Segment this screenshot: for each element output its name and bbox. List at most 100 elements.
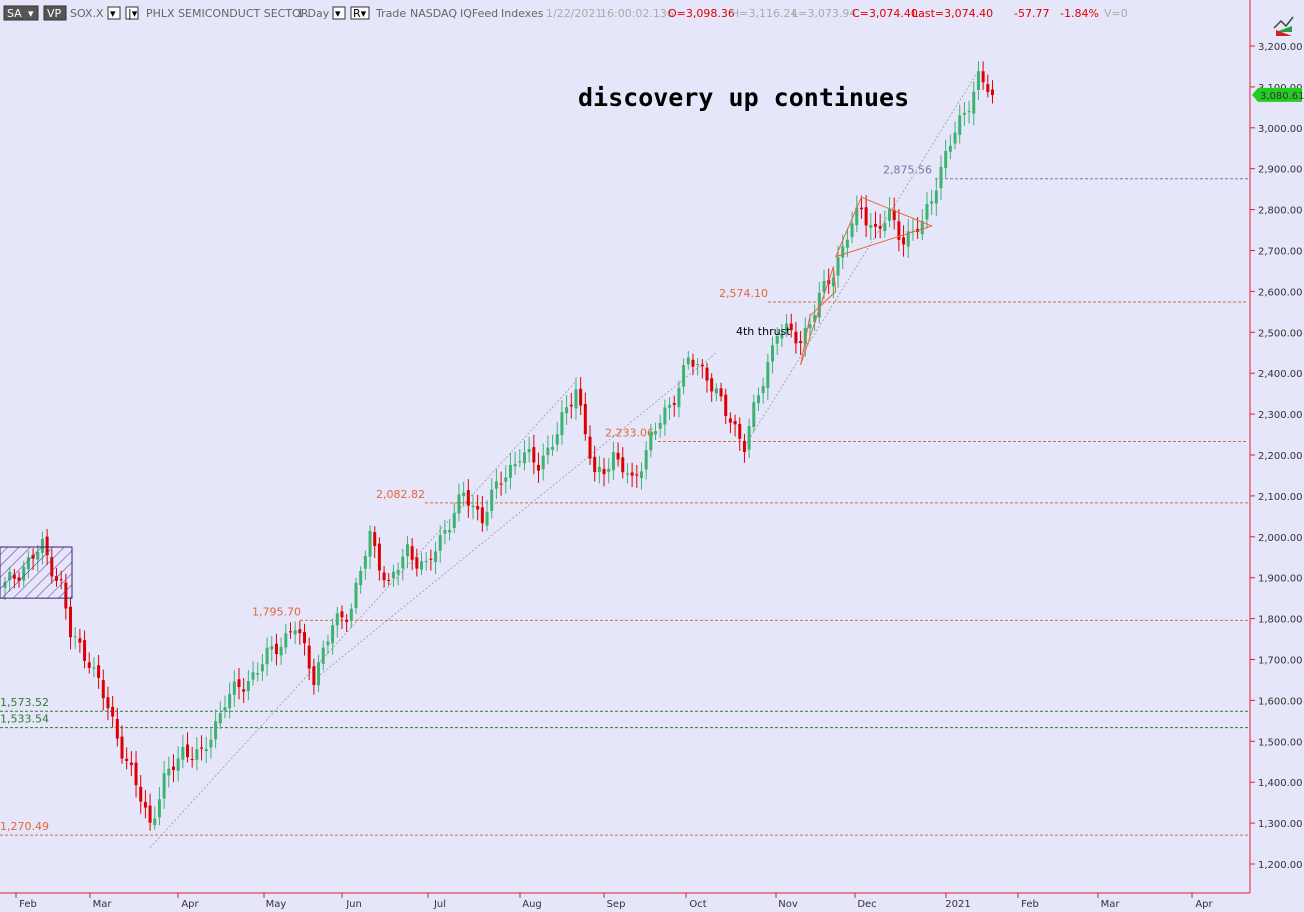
candle-body: [83, 640, 87, 661]
candle-body: [298, 629, 302, 634]
vp-button-label: VP: [47, 7, 62, 20]
time-tick-label: 2021: [945, 899, 970, 910]
candle-body: [195, 749, 199, 760]
candle-body: [565, 407, 569, 414]
candle-body: [691, 359, 695, 367]
interval-dropdown[interactable]: [332, 6, 346, 20]
candle-body: [630, 472, 634, 476]
sa-button-label: SA: [7, 7, 22, 20]
candle-body: [953, 132, 957, 144]
candle-body: [462, 492, 466, 497]
symbol-menu-icon: |▾: [128, 7, 138, 20]
time-tick-label: Aug: [522, 899, 542, 910]
price-tick-label: 2,800.00: [1258, 206, 1303, 217]
symbol-label[interactable]: SOX.X: [70, 7, 104, 20]
quote-date: 1/22/2021: [546, 7, 602, 20]
candle-body: [111, 706, 115, 717]
interval-label[interactable]: 1 Day: [297, 7, 330, 20]
candle-body: [696, 364, 700, 366]
candle-body: [157, 799, 161, 818]
sa-button[interactable]: [3, 5, 39, 21]
candle-body: [639, 471, 643, 478]
candle-body: [101, 680, 105, 699]
candle-body: [831, 277, 835, 287]
time-tick-label: Mar: [93, 899, 113, 910]
candle-body: [204, 748, 208, 752]
candle-body: [223, 707, 227, 711]
candle-body: [686, 357, 690, 365]
candle-body: [925, 203, 929, 220]
candle-body: [579, 388, 583, 406]
interval-chevron-down-icon: ▾: [335, 7, 341, 20]
candle-body: [841, 246, 845, 258]
source-nasdaq: NASDAQ: [410, 7, 457, 20]
candle-body: [171, 766, 175, 771]
level-label: 2,233.06: [605, 426, 654, 439]
time-tick-label: Sep: [607, 899, 626, 910]
symbol-dropdown[interactable]: [107, 6, 121, 20]
candle-body: [321, 647, 325, 664]
candle-body: [214, 721, 218, 740]
candle-body: [92, 667, 96, 669]
candle-body: [574, 389, 578, 409]
candle-body: [284, 633, 288, 648]
candle-body: [864, 207, 868, 226]
candle-body: [668, 404, 672, 408]
candle-body: [40, 538, 44, 553]
candle-body: [448, 529, 452, 533]
price-tick-label: 2,500.00: [1258, 328, 1303, 339]
pennant-triangle: [834, 196, 934, 258]
candle-body: [410, 546, 414, 560]
candle-body: [532, 447, 536, 463]
symbol-menu-button[interactable]: [125, 6, 139, 20]
candle-body: [817, 292, 821, 318]
candle-body: [976, 71, 980, 90]
time-tick-label: May: [266, 899, 287, 910]
candles: [3, 61, 994, 831]
time-tick-label: Nov: [778, 899, 798, 910]
candle-body: [434, 551, 438, 563]
trend-line: [313, 352, 717, 681]
candle-body: [274, 643, 278, 654]
quote-change: -57.77: [1014, 7, 1049, 20]
quote-volume: V=0: [1104, 7, 1128, 20]
candle-body: [228, 693, 232, 709]
pattern-overlays: [0, 196, 934, 599]
candle-body: [246, 681, 250, 692]
candle-body: [654, 431, 658, 435]
candle-body: [405, 544, 409, 557]
level-label: 1,533.54: [0, 713, 49, 726]
time-tick-label: Jun: [345, 899, 362, 910]
price-tick-label: 2,600.00: [1258, 287, 1303, 298]
candle-body: [148, 805, 152, 823]
price-tick-label: 1,800.00: [1258, 615, 1303, 626]
candle-body: [232, 681, 236, 695]
time-tick-label: Mar: [1101, 899, 1121, 910]
vp-button[interactable]: [43, 5, 67, 21]
candle-body: [822, 280, 826, 292]
candle-body: [167, 768, 171, 776]
refresh-menu-button[interactable]: [350, 6, 370, 20]
price-tick-label: 1,600.00: [1258, 696, 1303, 707]
candle-body: [593, 456, 597, 473]
price-tick-label: 1,700.00: [1258, 656, 1303, 667]
candle-body: [129, 762, 133, 766]
candle-body: [429, 558, 433, 560]
candle-body: [873, 223, 877, 227]
candle-body: [939, 166, 943, 189]
candle-body: [522, 452, 526, 464]
candle-body: [733, 421, 737, 425]
candle-body: [794, 331, 798, 344]
candle-body: [87, 662, 91, 668]
candle-body: [981, 71, 985, 83]
chart-toggle-icon[interactable]: [1273, 16, 1294, 36]
candle-body: [742, 440, 746, 453]
candle-body: [490, 489, 494, 511]
candle-body: [260, 664, 264, 672]
level-label: 2,875.56: [883, 164, 932, 177]
time-tick-label: Feb: [1021, 899, 1039, 910]
candle-body: [270, 646, 274, 650]
candle-body: [607, 468, 611, 472]
